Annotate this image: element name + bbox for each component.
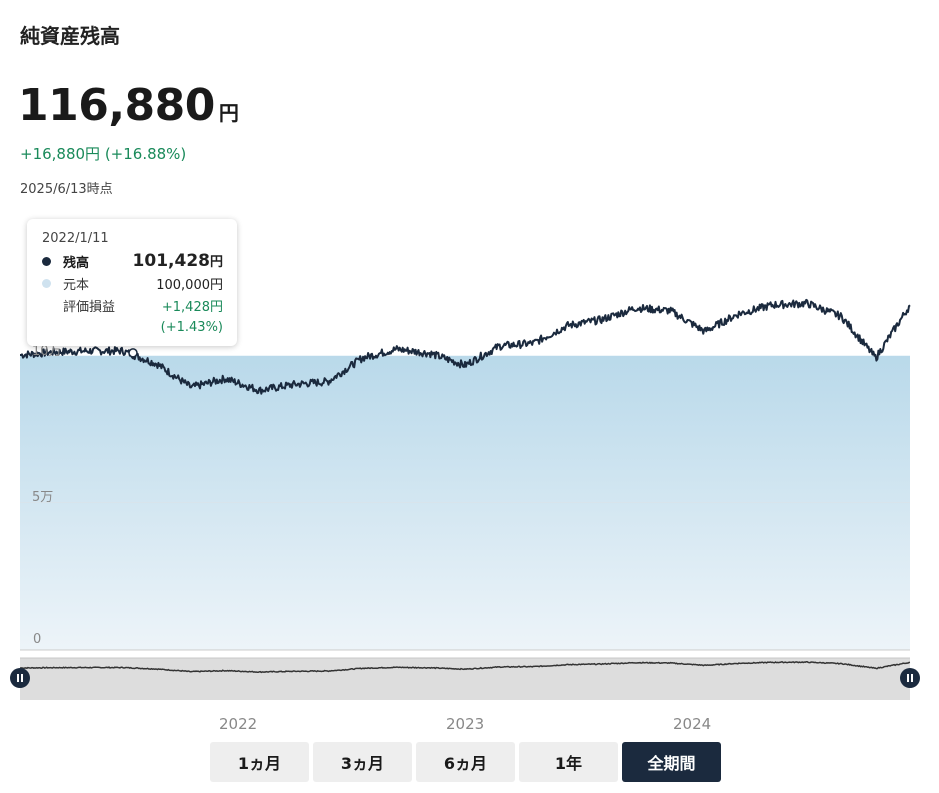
balance-unit: 円 bbox=[218, 101, 239, 125]
x-tick-label: 2023 bbox=[446, 715, 485, 733]
y-tick-label: 0 bbox=[33, 632, 42, 647]
tooltip-balance-label: 残高 bbox=[63, 255, 90, 271]
balance-value: 116,880 bbox=[18, 80, 215, 131]
y-tick-label: 10万 bbox=[32, 344, 62, 359]
range-button-1m[interactable]: 1ヵ月 bbox=[210, 742, 309, 782]
tooltip-pl-value: +1,428円 bbox=[161, 299, 223, 315]
navigator-line bbox=[20, 661, 911, 674]
range-selector: 1ヵ月 3ヵ月 6ヵ月 1年 全期間 bbox=[210, 742, 721, 782]
range-button-3m[interactable]: 3ヵ月 bbox=[313, 742, 412, 782]
page-title: 純資産残高 bbox=[20, 24, 120, 48]
y-tick-label: 5万 bbox=[32, 490, 54, 505]
tooltip-balance-value: 101,428円 bbox=[132, 251, 223, 271]
range-button-6m[interactable]: 6ヵ月 bbox=[416, 742, 515, 782]
tooltip-pl-label: 評価損益 bbox=[63, 299, 116, 315]
balance-chart[interactable] bbox=[0, 0, 939, 710]
range-button-1y[interactable]: 1年 bbox=[519, 742, 618, 782]
principal-legend-dot bbox=[42, 278, 51, 288]
as-of-date: 2025/6/13時点 bbox=[20, 182, 113, 197]
tooltip-pl-percent: (+1.43%) bbox=[160, 319, 223, 335]
hover-marker bbox=[128, 348, 138, 358]
tooltip-date: 2022/1/11 bbox=[42, 231, 109, 246]
tooltip-balance-row: 残高 101,428円 bbox=[42, 250, 223, 272]
x-tick-label: 2024 bbox=[673, 715, 712, 733]
navigator-background bbox=[20, 658, 910, 700]
tooltip-pl-percent-row: (+1.43%) bbox=[42, 316, 223, 338]
gain-text: +16,880円 (+16.88%) bbox=[20, 145, 187, 163]
range-handle-left[interactable] bbox=[10, 668, 30, 688]
tooltip-principal-label: 元本 bbox=[63, 277, 90, 293]
tooltip-principal-value: 100,000円 bbox=[156, 277, 223, 293]
range-handle-right[interactable] bbox=[900, 668, 920, 688]
balance-legend-dot bbox=[42, 256, 51, 266]
tooltip-pl-row: 評価損益 +1,428円 bbox=[42, 294, 223, 316]
range-button-all[interactable]: 全期間 bbox=[622, 742, 721, 782]
balance-line bbox=[20, 298, 911, 395]
balance-display: 116,880 円 bbox=[18, 80, 239, 131]
x-tick-label: 2022 bbox=[219, 715, 258, 733]
tooltip-principal-row: 元本 100,000円 bbox=[42, 272, 223, 294]
chart-tooltip: 2022/1/11 残高 101,428円 元本 100,000円 評価損益 +… bbox=[27, 219, 237, 346]
